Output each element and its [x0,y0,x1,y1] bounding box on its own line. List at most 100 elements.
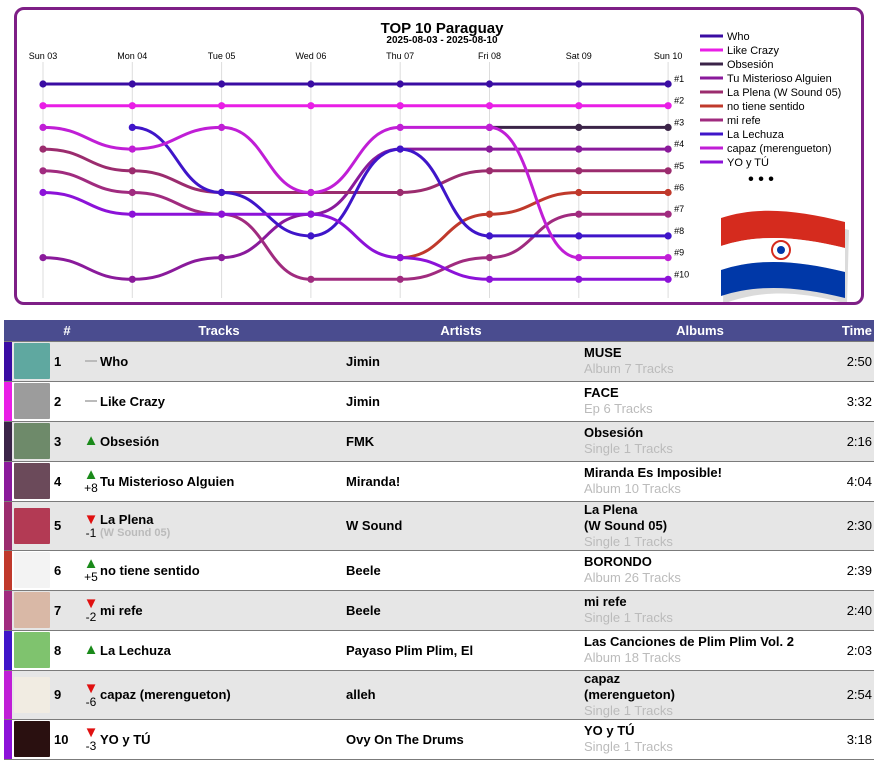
track-name[interactable]: no tiene sentido [100,562,200,578]
album-cover-image[interactable] [14,507,50,544]
series-point [485,254,494,262]
artist-name[interactable]: Payaso Plim Plim, El [338,630,584,671]
trend-same-icon [85,360,97,362]
series-point [575,145,583,153]
trend-down-icon: ▼ [83,679,99,697]
album-cover-image[interactable] [14,383,50,419]
series-line [398,169,491,194]
track-name[interactable]: La Plena [100,512,154,527]
series-point [485,232,494,240]
series-point [575,254,583,262]
track-name[interactable]: Like Crazy [100,393,166,409]
series-point [575,167,583,175]
series-point [218,102,226,110]
album-name[interactable]: BORONDO [584,554,652,569]
table-row[interactable]: 7 ▼ -2 mi refe Beele mi refe Single 1 Tracks 2:… [4,590,874,631]
row-color-bar [4,381,12,422]
track-duration: 2:50 [816,341,874,382]
track-name[interactable]: capaz (merengueton) [100,687,231,702]
album-info: Album 26 Tracks [584,570,681,585]
album-info: Album 10 Tracks [584,481,681,496]
album-cover-image[interactable] [14,592,50,628]
album-cover-image[interactable] [14,676,50,713]
table-row[interactable]: 3 ▲ Obsesión FMK Obsesión Single 1 Tracks 2:16 [4,421,874,462]
artist-name[interactable]: W Sound [338,501,584,551]
series-point [128,210,136,218]
artist-name[interactable]: Jimin [338,381,584,422]
series-line [309,147,402,238]
trend-up-icon: ▲ [83,641,99,658]
track-name[interactable]: La Lechuza [100,642,171,658]
album-cell: MUSE Album 7 Tracks [584,341,816,382]
table-row[interactable]: 6 ▲ +5 no tiene sentido Beele BORONDO Album 26… [4,550,874,591]
table-row[interactable]: 10 ▼ -3 YO y TÚ Ovy On The Drums YO y TÚ Singl… [4,719,874,760]
table-row[interactable]: 4 ▲ +8 Tu Misterioso Alguien Miranda! Miranda… [4,461,874,502]
album-name[interactable]: La Plena (W Sound 05) [584,501,668,533]
rank-label: #9 [674,248,684,258]
album-cover-image[interactable] [14,721,50,757]
legend-entry: La Lechuza [727,129,785,141]
track-name[interactable]: YO y TÚ [100,731,151,747]
album-name[interactable]: mi refe [584,594,627,609]
cover-cell [12,590,52,631]
header-num[interactable]: # [63,322,71,338]
track-duration: 2:54 [816,670,874,720]
trend-cell: ▲ +8 [82,461,100,502]
series-line [41,147,134,173]
track-name[interactable]: Obsesión [100,433,160,449]
series-point [39,254,47,262]
track-cell: capaz (merengueton) [100,670,338,720]
header-artists[interactable]: Artists [440,322,482,338]
table-row[interactable]: 5 ▼ -1 La Plena (W Sound 05) W Sound La Plena … [4,501,874,551]
table-row[interactable]: 9 ▼ -6 capaz (merengueton) alleh capaz (meren… [4,670,874,720]
series-line [41,169,134,194]
artist-name[interactable]: Ovy On The Drums [338,719,584,760]
album-name[interactable]: YO y TÚ [584,723,635,738]
album-name[interactable]: Miranda Es Imposible! [584,465,722,480]
album-name[interactable]: FACE [584,385,619,400]
artist-name[interactable]: FMK [338,421,584,462]
trend-cell: ▲ +5 [82,550,100,591]
day-label: Thu 07 [386,51,414,61]
header-time[interactable]: Time [841,322,872,338]
album-name[interactable]: Obsesión [584,425,644,440]
album-cover-image[interactable] [14,343,50,379]
legend-entry: La Plena (W Sound 05) [727,87,841,99]
album-cover-image[interactable] [14,552,50,588]
album-cover-image[interactable] [14,463,50,499]
series-point [396,102,404,110]
album-cell: Obsesión Single 1 Tracks [584,421,816,462]
artist-name[interactable]: Beele [338,550,584,591]
table-row[interactable]: 8 ▲ La Lechuza Payaso Plim Plim, El Las Canc… [4,630,874,671]
series-point [396,275,404,283]
album-cover-image[interactable] [14,423,50,459]
artist-name[interactable]: alleh [338,670,584,720]
artist-name[interactable]: Beele [338,590,584,631]
cover-cell [12,461,52,502]
album-name[interactable]: MUSE [584,345,622,360]
series-point [575,210,583,218]
album-name[interactable]: Las Canciones de Plim Plim Vol. 2 [584,634,794,649]
legend-entry: mi refe [727,115,761,127]
day-label: Mon 04 [117,51,147,61]
album-info: Ep 6 Tracks [584,401,653,416]
album-name[interactable]: capaz (merengueton) [584,670,675,702]
trend-up-icon: ▲ [83,555,99,572]
track-name[interactable]: mi refe [100,602,143,618]
series-point [39,167,47,175]
artist-name[interactable]: Jimin [338,341,584,382]
trend-down-icon: ▼ [83,595,99,612]
cover-cell [12,381,52,422]
table-row[interactable]: 1 Who Jimin MUSE Album 7 Tracks 2:50 [4,341,874,382]
track-name[interactable]: Who [100,353,129,369]
table-row[interactable]: 2 Like Crazy Jimin FACE Ep 6 Tracks 3:32 [4,381,874,422]
series-point [39,188,47,197]
album-cover-image[interactable] [14,632,50,668]
cover-cell [12,670,52,720]
artist-name[interactable]: Miranda! [338,461,584,502]
row-color-bar [4,461,12,502]
header-albums[interactable]: Albums [676,322,724,338]
header-tracks[interactable]: Tracks [198,322,240,338]
track-name[interactable]: Tu Misterioso Alguien [100,473,235,489]
album-cell: Miranda Es Imposible! Album 10 Tracks [584,461,816,502]
